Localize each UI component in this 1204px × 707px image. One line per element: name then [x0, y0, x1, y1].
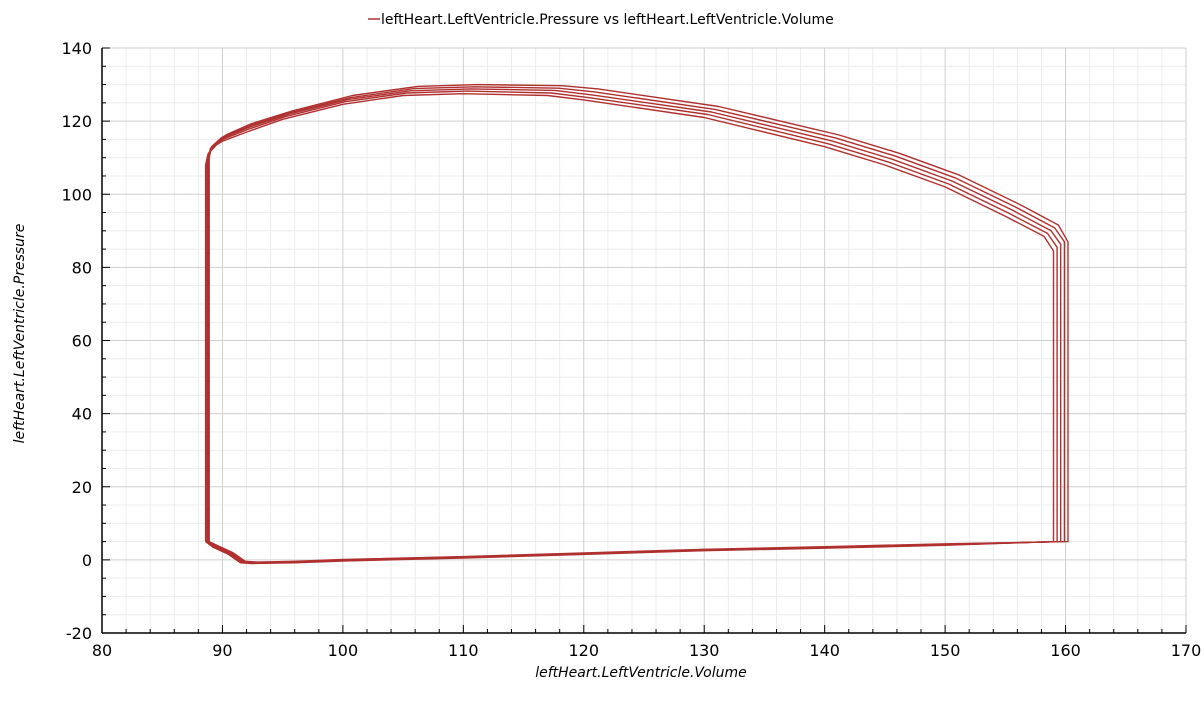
x-axis-label: leftHeart.LeftVentricle.Volume [535, 665, 747, 681]
y-tick-label: 80 [72, 258, 92, 277]
x-tick-label: 120 [569, 641, 600, 660]
x-tick-label: 150 [930, 641, 961, 660]
y-axis-label: leftHeart.LeftVentricle.Pressure [12, 224, 28, 444]
y-tick-label: 140 [61, 39, 92, 58]
y-tick-label: 100 [61, 185, 92, 204]
x-tick-label: 110 [448, 641, 479, 660]
series-line-1 [204, 93, 1055, 565]
legend-label: leftHeart.LeftVentricle.Pressure vs left… [381, 12, 834, 28]
y-tick-label: 60 [72, 332, 92, 351]
y-tick-label: 120 [61, 112, 92, 131]
series-line-5 [208, 83, 1069, 563]
x-tick-label: 140 [809, 641, 840, 660]
y-tick-label: -20 [66, 624, 92, 643]
y-tick-label: 20 [72, 478, 92, 497]
x-tick-label: 90 [212, 641, 232, 660]
series-line-3 [207, 88, 1062, 564]
x-tick-label: 130 [689, 641, 720, 660]
x-tick-label: 170 [1171, 641, 1202, 660]
x-tick-label: 160 [1050, 641, 1081, 660]
y-tick-label: 40 [72, 405, 92, 424]
x-tick-label: 100 [328, 641, 359, 660]
x-axis-ticks: 80 90 100 110 120 130 140 150 160 170 [92, 625, 1201, 660]
y-tick-label: 0 [82, 551, 92, 570]
legend: leftHeart.LeftVentricle.Pressure vs left… [368, 12, 834, 28]
major-grid [101, 47, 1187, 634]
y-axis-ticks: -20 0 20 40 60 80 100 120 140 [61, 39, 110, 643]
series-layer [204, 83, 1069, 565]
x-tick-label: 80 [92, 641, 112, 660]
